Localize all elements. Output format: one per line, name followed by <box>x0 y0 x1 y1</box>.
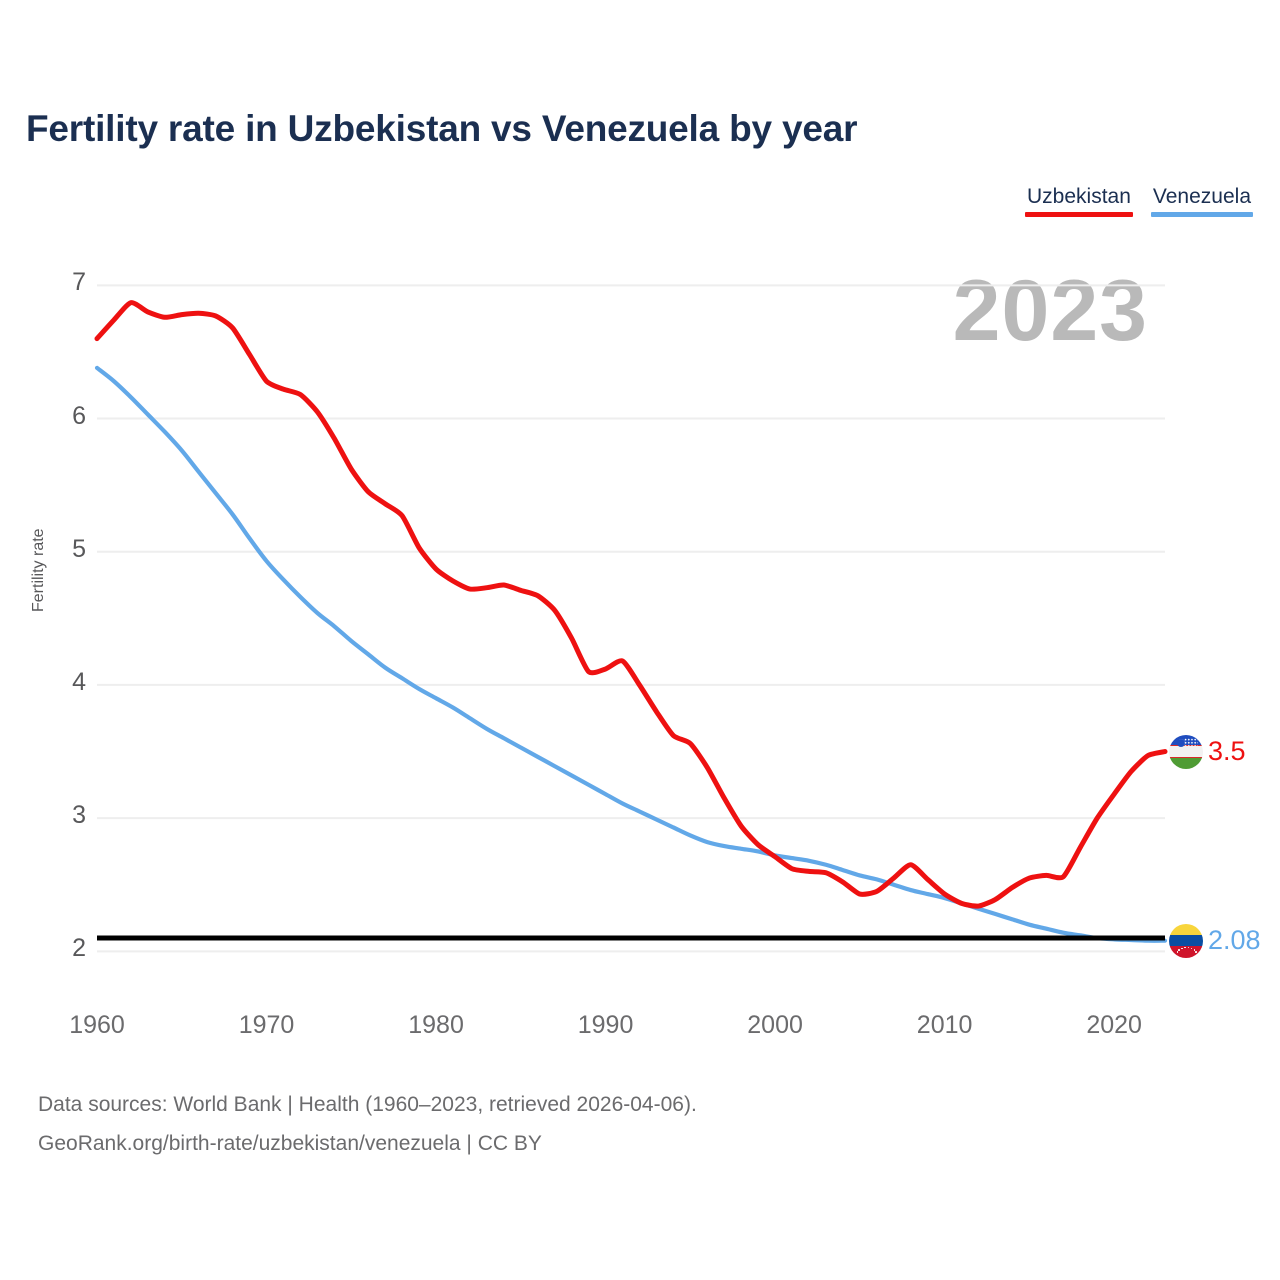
y-axis-tick-label: 6 <box>72 401 86 430</box>
legend-item-venezuela[interactable]: Venezuela <box>1150 184 1253 217</box>
y-axis-tick-label: 3 <box>72 801 86 830</box>
uzbekistan-flag-icon <box>1169 734 1203 769</box>
footer-sources: Data sources: World Bank | Health (1960–… <box>38 1085 697 1163</box>
series-line-uzbekistan <box>94 300 1168 909</box>
x-axis-tick-label: 1990 <box>577 1011 634 1039</box>
y-axis-tick-label: 5 <box>72 534 86 563</box>
y-axis-tick-label: 2 <box>72 934 86 963</box>
gridlines <box>97 284 1165 953</box>
legend-label-venezuela: Venezuela <box>1152 185 1251 208</box>
x-axis-tick-label: 1960 <box>69 1011 125 1039</box>
endpoint-value-venezuela: 2.08 <box>1208 925 1261 956</box>
chart-legend: Uzbekistan Venezuela <box>1025 184 1253 217</box>
y-axis-tick-label: 7 <box>72 268 86 297</box>
x-axis-tick-label: 2020 <box>1086 1011 1142 1039</box>
series-line-venezuela <box>94 365 1168 943</box>
x-axis-tick-label: 1980 <box>408 1011 464 1039</box>
x-axis-tick-label: 1970 <box>238 1011 295 1039</box>
legend-swatch-uzbekistan <box>1025 212 1133 217</box>
venezuela-flag-icon <box>1169 923 1203 958</box>
footer-line-2: GeoRank.org/birth-rate/uzbekistan/venezu… <box>38 1132 542 1155</box>
legend-item-uzbekistan[interactable]: Uzbekistan <box>1025 184 1133 217</box>
plot-area <box>94 272 1168 962</box>
legend-label-uzbekistan: Uzbekistan <box>1027 185 1131 208</box>
endpoint-label-uzbekistan: 3.5 <box>1169 734 1246 769</box>
y-axis-tick-label: 4 <box>72 667 86 696</box>
endpoint-label-venezuela: 2.08 <box>1169 923 1261 958</box>
y-axis-title: Fertility rate <box>30 528 47 612</box>
year-watermark: 2023 <box>952 263 1148 359</box>
page-title: Fertility rate in Uzbekistan vs Venezuel… <box>26 108 858 149</box>
endpoint-value-uzbekistan: 3.5 <box>1208 736 1246 767</box>
legend-swatch-venezuela <box>1150 212 1253 217</box>
plot-svg <box>94 284 1168 953</box>
x-axis-tick-label: 2010 <box>916 1011 973 1039</box>
x-axis-tick-label: 2000 <box>747 1011 803 1039</box>
footer-line-1: Data sources: World Bank | Health (1960–… <box>38 1093 697 1116</box>
